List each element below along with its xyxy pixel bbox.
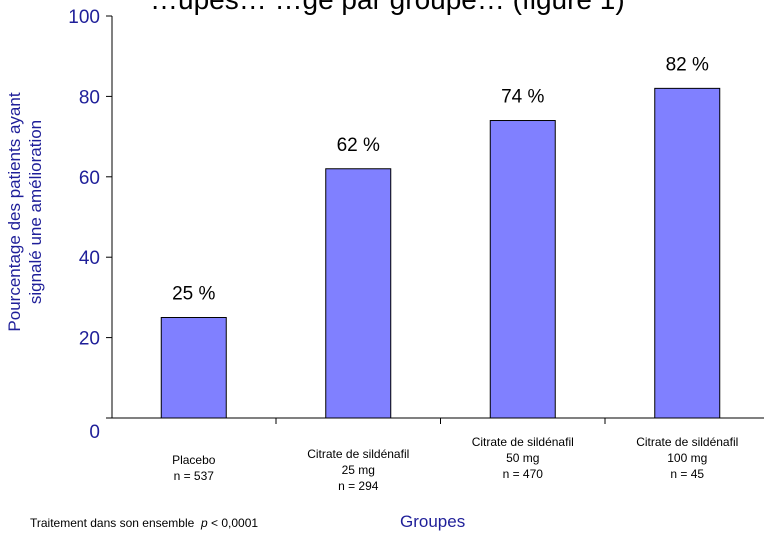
category-label-line: Placebo xyxy=(172,453,216,467)
chart-title-partial: …upes… …ge par groupe… (figure 1) xyxy=(150,0,625,16)
category-label: Citrate de sildénafil 100 mg n = 45 xyxy=(612,434,762,482)
footnote-value: < 0,0001 xyxy=(211,516,259,530)
x-axis-label: Groupes xyxy=(400,512,466,531)
y-axis-label: Pourcentage des patients ayant signalé u… xyxy=(4,42,46,382)
y-tick-label: 20 xyxy=(79,329,100,350)
y-tick-label: 60 xyxy=(79,168,100,189)
category-label: Citrate de sildénafil 50 mg n = 470 xyxy=(448,434,598,482)
category-label: Placebo n = 537 xyxy=(119,452,269,484)
footnote-p: p xyxy=(200,516,208,530)
category-label-line: Citrate de sildénafil xyxy=(636,435,739,449)
category-label-line: 100 mg xyxy=(667,451,708,465)
y-tick-label: 100 xyxy=(68,7,100,28)
category-label-line: Citrate de sildénafil xyxy=(307,447,410,461)
category-label-line: n = 537 xyxy=(173,469,214,483)
bar xyxy=(654,87,721,419)
bar-value-label: 62 % xyxy=(337,135,380,156)
y-axis-label-line-1: Pourcentage des patients ayant xyxy=(5,92,24,332)
y-tick-label: 80 xyxy=(79,87,100,108)
category-label: Citrate de sildénafil 25 mg n = 294 xyxy=(283,446,433,494)
category-label-line: n = 294 xyxy=(338,479,379,493)
category-label-line: n = 470 xyxy=(502,467,543,481)
category-label-line: 25 mg xyxy=(341,463,375,477)
y-tick-label: 40 xyxy=(79,248,100,269)
bar-value-label: 25 % xyxy=(172,284,215,305)
bar xyxy=(160,317,227,419)
bar xyxy=(489,120,556,419)
significance-footnote: Traitement dans son ensemble p < 0,0001 xyxy=(30,516,258,530)
y-tick-label: 0 xyxy=(89,422,100,443)
category-label-line: 50 mg xyxy=(506,451,540,465)
bar xyxy=(325,168,392,419)
category-label-line: n = 45 xyxy=(670,467,705,481)
category-label-line: Citrate de sildénafil xyxy=(471,435,574,449)
bar-value-label: 74 % xyxy=(501,87,544,108)
footnote-text: Traitement dans son ensemble xyxy=(30,516,195,530)
y-axis-label-line-2: signalé une amélioration xyxy=(26,119,45,305)
bar-value-label: 82 % xyxy=(666,54,709,75)
